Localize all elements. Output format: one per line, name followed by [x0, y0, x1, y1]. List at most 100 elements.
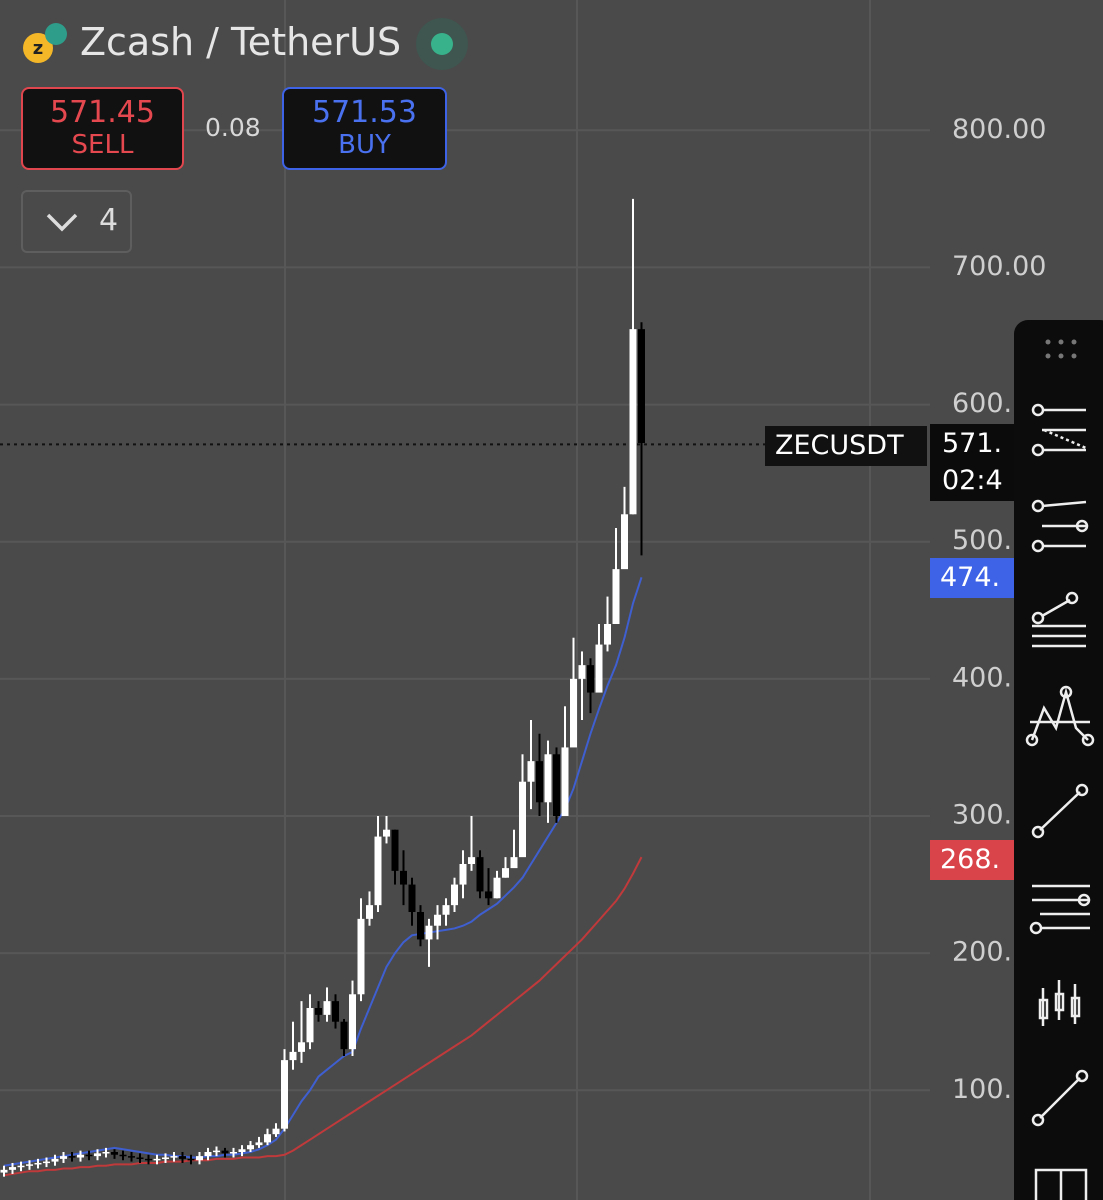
candle-body [553, 754, 560, 816]
candle-body [289, 1051, 297, 1061]
candle-body [272, 1128, 280, 1135]
tool-pattern[interactable] [1025, 685, 1095, 747]
price-tag-value: 571. [942, 428, 1003, 459]
candle-body [323, 1001, 331, 1015]
candle-body [595, 644, 603, 693]
symbol-tag: ZECUSDT [765, 426, 927, 466]
moving-average [3, 577, 643, 1167]
tool-fib[interactable] [1031, 403, 1087, 457]
candle-body [383, 829, 390, 837]
candle-body [281, 1060, 288, 1129]
candle-body [119, 1154, 127, 1157]
y-tick-label: 200. [952, 937, 1012, 968]
indicator-count: 4 [99, 203, 119, 238]
candle-body [221, 1150, 229, 1154]
indicator-toggle[interactable]: 4 [21, 190, 132, 253]
chevron-icon [46, 213, 78, 232]
candle-body [85, 1154, 93, 1157]
moving-average [3, 856, 643, 1177]
tool-horizontal[interactable] [1029, 884, 1091, 935]
y-tick-label: 500. [952, 525, 1012, 556]
tool-candles[interactable] [1038, 980, 1081, 1026]
candle-body [332, 1001, 339, 1022]
candle-body [587, 665, 594, 693]
candle-body [94, 1153, 101, 1157]
candle-body [527, 761, 535, 782]
tool-measure[interactable] [1034, 1168, 1088, 1200]
candle-body [578, 665, 586, 679]
candle-body [544, 754, 552, 803]
candle-body [0, 1169, 8, 1173]
candle-body [153, 1158, 161, 1161]
candle-body [561, 747, 569, 816]
tool-channel[interactable] [1031, 499, 1089, 553]
tool-arrow[interactable] [1031, 1069, 1089, 1127]
candle-body [400, 870, 407, 885]
tool-pitchfork[interactable] [1031, 591, 1086, 648]
sell-price: 571.45 [50, 95, 155, 130]
ma-slow-tag: 268. [930, 840, 1030, 880]
candle-body [111, 1152, 118, 1155]
candle-body [204, 1152, 212, 1157]
candle-body [255, 1142, 263, 1146]
candle-body [340, 1021, 348, 1050]
candle-body [391, 829, 399, 871]
candle-body [238, 1149, 246, 1152]
candle-body [34, 1162, 42, 1165]
status-indicator [416, 18, 468, 70]
candle-body [510, 857, 518, 869]
y-tick-label: 400. [952, 662, 1012, 693]
y-tick-label: 700.00 [952, 251, 1046, 282]
candle-body [247, 1145, 254, 1150]
y-tick-label: 600. [952, 388, 1012, 419]
candle-body [179, 1156, 186, 1159]
candle-body [468, 857, 475, 864]
candle-body [136, 1157, 144, 1159]
candle-body [349, 994, 356, 1050]
candle-body [102, 1152, 110, 1154]
candle-body [476, 857, 484, 892]
candle-body [26, 1164, 33, 1166]
svg-text:z: z [33, 38, 43, 59]
candle-body [17, 1165, 25, 1168]
candle-body [51, 1158, 59, 1162]
candle-body [230, 1152, 237, 1154]
sell-label: SELL [71, 130, 134, 160]
candle-body [570, 678, 577, 748]
candle-body [162, 1157, 169, 1159]
candle-body [519, 781, 526, 858]
candle-body [502, 868, 509, 878]
sell-button[interactable]: 571.45 SELL [21, 87, 184, 170]
candle-body [43, 1161, 50, 1164]
candle-body [366, 905, 373, 919]
candle-body [68, 1156, 76, 1158]
y-tick-label: 800.00 [952, 114, 1046, 145]
tool-trend-line[interactable] [1031, 783, 1089, 839]
y-tick-label: 300. [952, 800, 1012, 831]
candle-body [442, 905, 450, 915]
candle-body [408, 884, 416, 912]
price-tag: 571. 02:4 [930, 424, 1030, 501]
candle-body [60, 1156, 67, 1159]
candle-body [213, 1150, 220, 1153]
candle-body [264, 1134, 271, 1143]
candle-body [187, 1158, 195, 1161]
candle-body [417, 912, 424, 940]
y-tick-label: 100. [952, 1074, 1012, 1105]
countdown: 02:4 [942, 465, 1003, 496]
candle-body [170, 1156, 178, 1158]
spread: 0.08 [205, 113, 261, 142]
symbol-title: Zcash / TetherUS [80, 20, 402, 64]
candle-body [638, 329, 645, 443]
candle-body [306, 1008, 314, 1043]
candle-body [451, 884, 458, 906]
candle-body [629, 329, 637, 515]
candle-body [298, 1042, 305, 1052]
candle-body [145, 1158, 152, 1161]
coin-icon: z [23, 23, 67, 63]
candle-body [612, 569, 620, 624]
candle-body [374, 836, 382, 906]
buy-button[interactable]: 571.53 BUY [282, 87, 447, 170]
